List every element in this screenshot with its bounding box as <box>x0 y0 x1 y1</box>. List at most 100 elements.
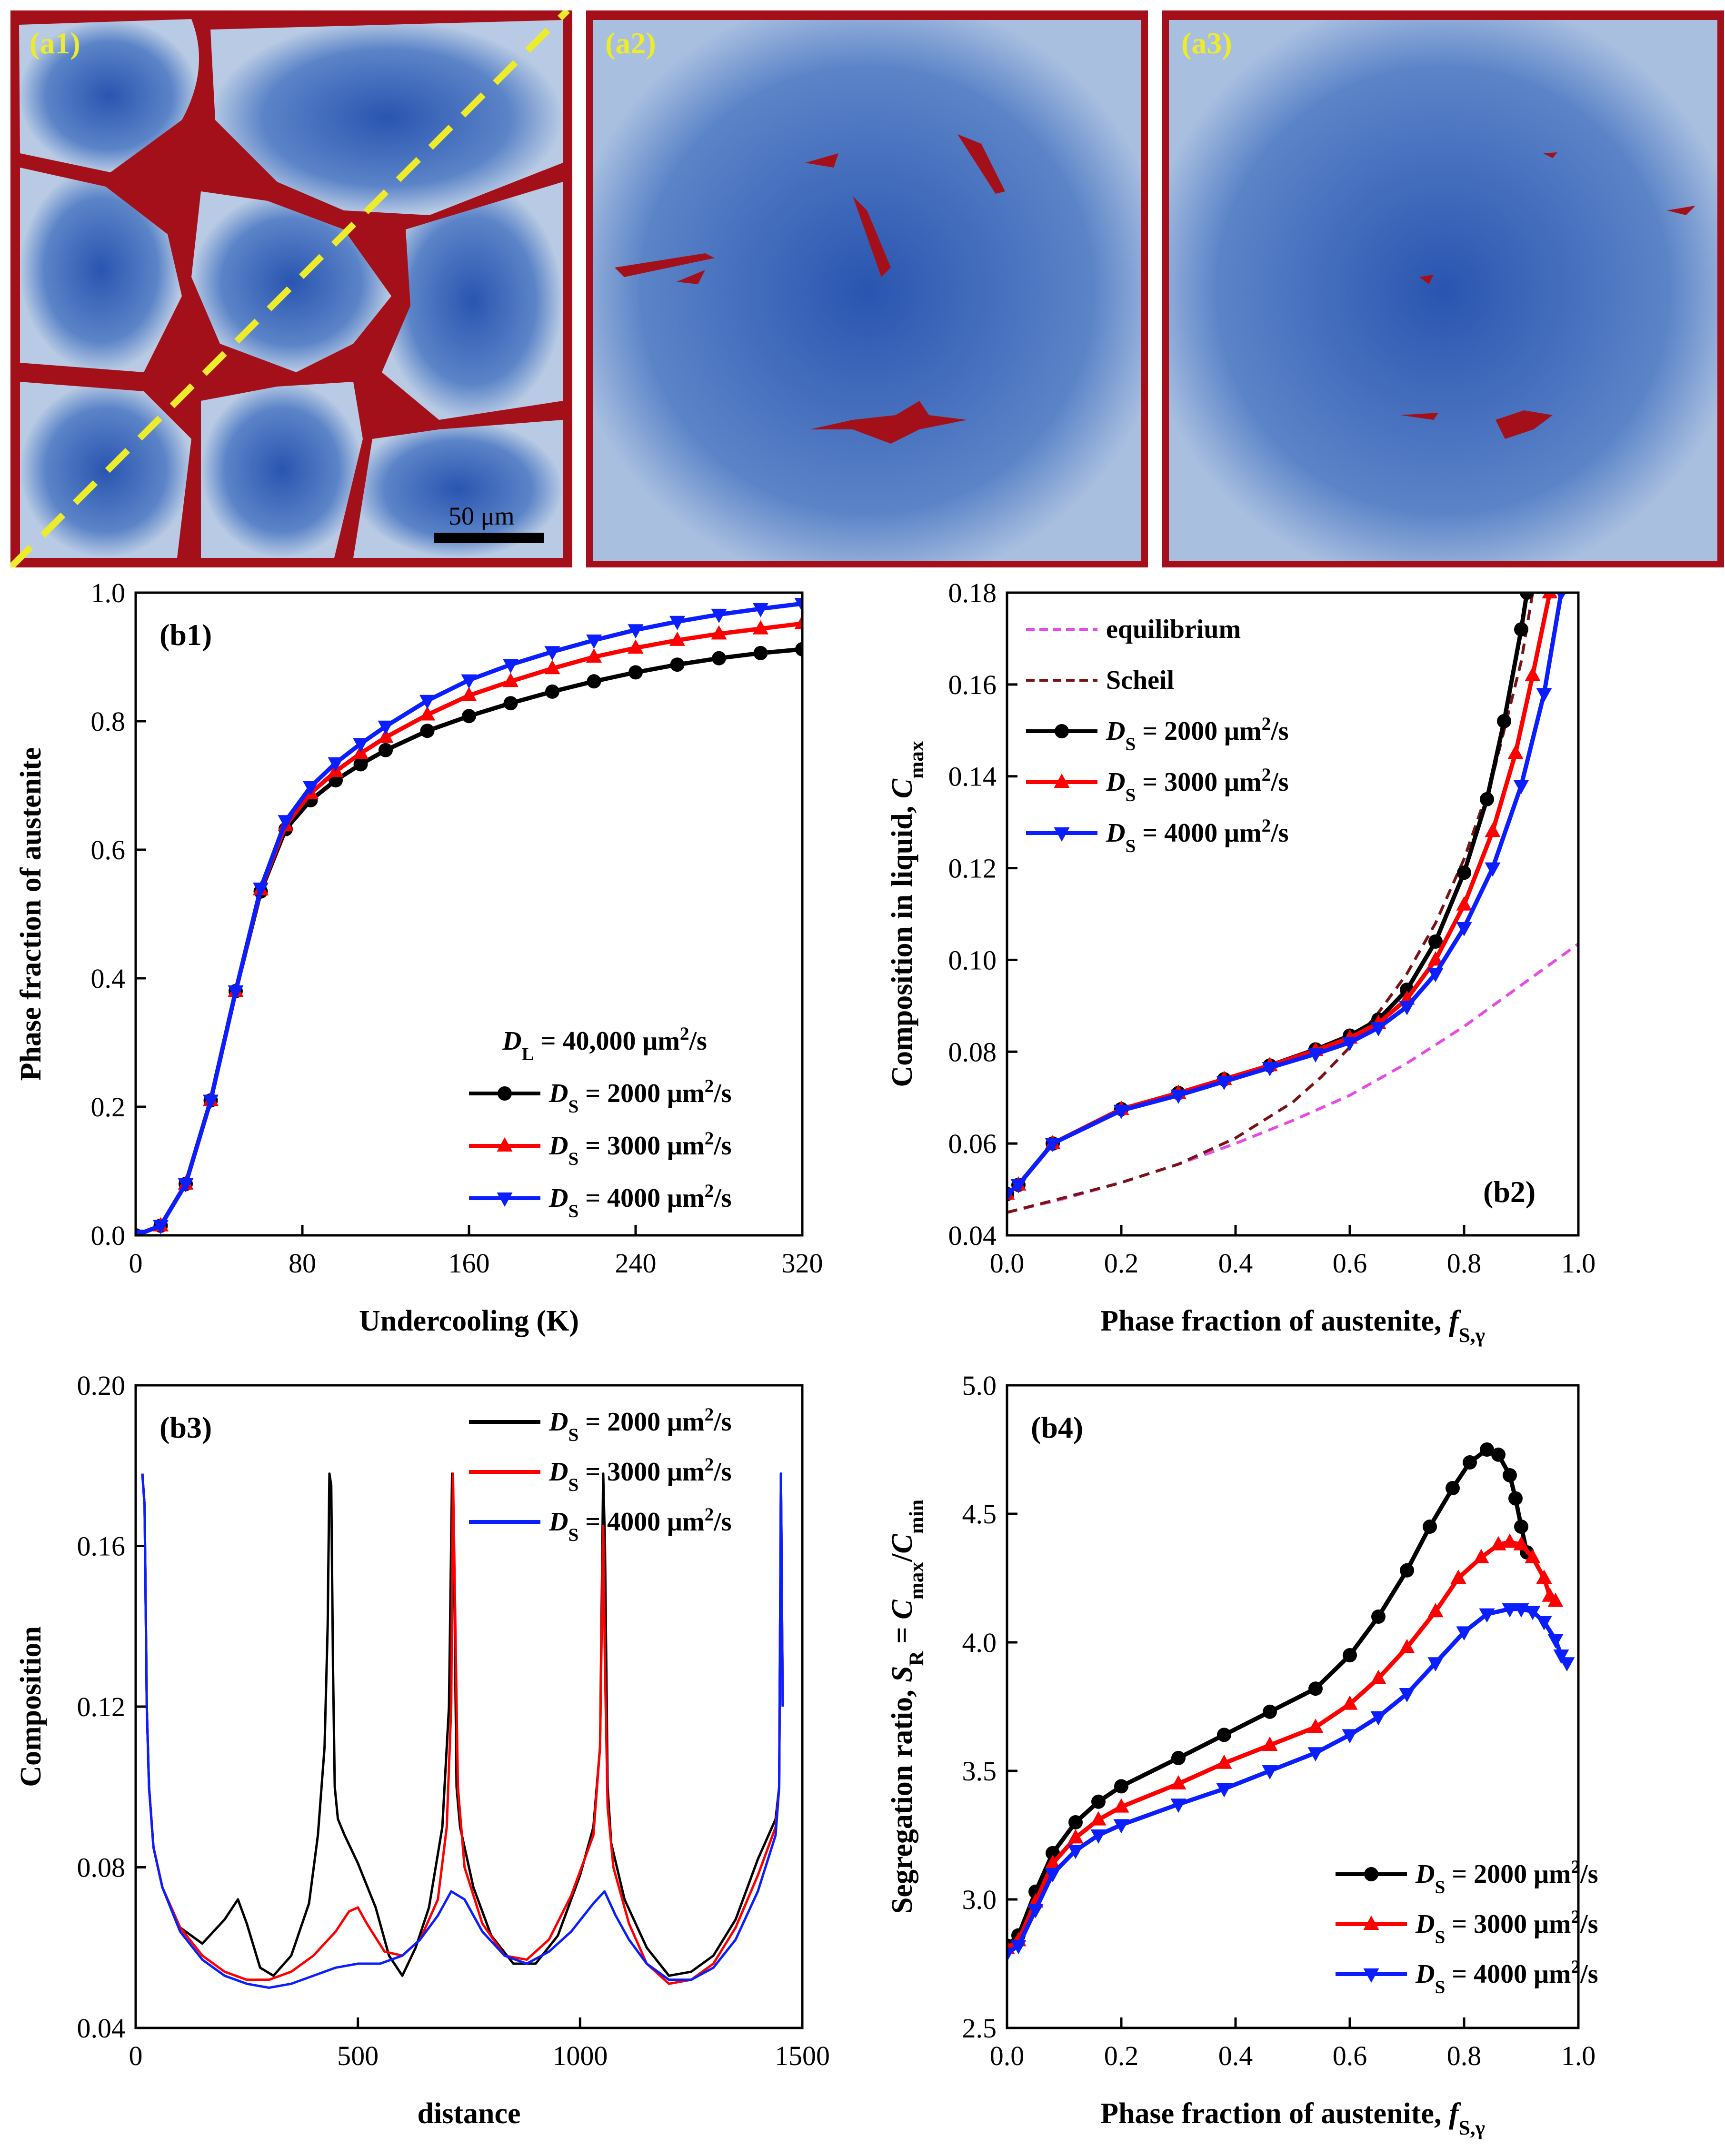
plot-area <box>1007 1442 1575 1962</box>
data-point <box>1010 1179 1027 1193</box>
x-tick-label: 1000 <box>552 2040 608 2071</box>
series-line <box>1007 943 1578 1214</box>
data-point <box>1045 1855 1061 1869</box>
legend-item: DS = 3000 μm2/s <box>1336 1907 1598 1947</box>
data-point <box>379 743 393 757</box>
data-point <box>1485 823 1501 837</box>
chart-b4: 0.0 0.2 0.4 0.6 0.8 1.0 2.5 3.0 3.5 4.0 4.5 5.0 Phas… <box>886 1371 1598 2139</box>
data-point <box>544 660 560 675</box>
data-point <box>1491 1447 1506 1462</box>
y-tick-label: 4.5 <box>962 1499 997 1530</box>
legend-item: Scheil <box>1026 666 1174 695</box>
data-point <box>419 695 435 709</box>
data-point <box>795 642 802 656</box>
data-point <box>503 659 518 674</box>
axes-frame <box>134 1384 804 2029</box>
legend-item: DS = 4000 μm2/s <box>469 1504 732 1545</box>
data-point <box>1427 968 1444 983</box>
legend-label: DS = 2000 μm2/s <box>548 1404 732 1445</box>
data-point <box>753 646 768 660</box>
data-point <box>419 706 435 721</box>
data-point <box>1342 1037 1358 1051</box>
data-point <box>587 674 601 689</box>
data-point <box>1067 1829 1084 1844</box>
data-point <box>1514 622 1528 637</box>
data-point <box>1480 1442 1494 1457</box>
data-point <box>353 738 369 753</box>
y-axis-label: Phase fraction of austenite <box>15 747 47 1081</box>
y-tick-label: 5.0 <box>962 1371 997 1401</box>
chart-b1: 0 80 160 240 320 0.0 0.2 0.4 0.6 0.8 1.0 Undercooli… <box>15 583 823 1337</box>
data-point <box>1010 1940 1027 1955</box>
legend-label: DS = 2000 μm2/s <box>548 1076 732 1117</box>
data-point <box>1450 1570 1466 1584</box>
data-point <box>1427 951 1444 966</box>
data-point <box>1525 1606 1541 1620</box>
axes-frame <box>134 591 804 1237</box>
data-point <box>1508 1491 1523 1506</box>
legend-label: DS = 3000 μm2/s <box>548 1128 732 1169</box>
data-point <box>586 648 602 663</box>
data-point <box>1428 934 1443 949</box>
data-point <box>1054 827 1070 842</box>
y-tick-label: 0.12 <box>948 853 997 884</box>
legend-label: Scheil <box>1106 666 1174 695</box>
data-point <box>1520 593 1534 600</box>
data-point <box>253 883 269 897</box>
data-point <box>1502 1603 1518 1618</box>
y-tick-label: 0.4 <box>91 963 126 994</box>
legend-label: DS = 2000 μm2/s <box>1415 1857 1598 1898</box>
data-point <box>1308 1681 1323 1696</box>
microstructure-image: (a3) <box>1162 10 1724 567</box>
microstructure-image: (a1) 50 μm <box>10 10 572 567</box>
data-point <box>1513 780 1529 794</box>
legend-item: DS = 3000 μm2/s <box>469 1128 732 1169</box>
x-tick-label: 0 <box>129 2040 143 2071</box>
data-point <box>461 687 477 701</box>
data-point <box>1547 1592 1564 1607</box>
data-point <box>1217 1728 1231 1742</box>
y-axis-label: Composition <box>15 1626 47 1787</box>
data-point <box>1503 1468 1517 1482</box>
legend-label: equilibrium <box>1106 615 1241 644</box>
data-point <box>1456 896 1472 911</box>
data-point <box>1559 1657 1575 1672</box>
data-point <box>461 674 477 689</box>
y-tick-label: 0.2 <box>91 1092 126 1123</box>
data-point <box>378 720 394 735</box>
data-point <box>1114 1779 1128 1794</box>
legend-item: DS = 2000 μm2/s <box>469 1076 732 1117</box>
x-tick-label: 80 <box>289 1248 316 1279</box>
data-point <box>1507 745 1524 759</box>
legend-label: DS = 3000 μm2/s <box>1106 765 1289 805</box>
data-point <box>794 597 802 612</box>
data-point <box>1171 1751 1186 1765</box>
data-point <box>1055 724 1069 738</box>
data-point <box>1497 714 1511 728</box>
data-point <box>1423 1520 1437 1534</box>
data-point <box>1547 1634 1564 1649</box>
data-point <box>1090 1811 1107 1826</box>
data-point <box>1342 1695 1358 1710</box>
data-point <box>1054 774 1070 788</box>
data-point <box>1343 1648 1357 1662</box>
data-point <box>711 608 727 623</box>
data-point <box>1399 1001 1415 1015</box>
y-tick-label: 1.0 <box>91 583 126 608</box>
data-point <box>1216 1783 1232 1798</box>
series-line <box>1007 593 1534 1214</box>
data-point <box>1363 1968 1379 1983</box>
data-point <box>278 815 294 830</box>
x-tick-label: 320 <box>782 1248 823 1279</box>
data-point <box>203 1094 219 1109</box>
data-point <box>328 757 344 772</box>
data-point <box>1364 1867 1378 1881</box>
data-point <box>1068 1815 1083 1829</box>
plot-area <box>136 597 802 1235</box>
chart-b2: 0.0 0.2 0.4 0.6 0.8 1.0 0.04 0.06 0.08 0.10 0.12 0.… <box>886 583 1595 1347</box>
x-tick-label: 0.2 <box>1104 1248 1139 1279</box>
series-line <box>1007 593 1564 1196</box>
data-point <box>1170 1089 1187 1104</box>
data-point <box>1307 1719 1324 1733</box>
legend-item: DS = 3000 μm2/s <box>1026 765 1289 805</box>
